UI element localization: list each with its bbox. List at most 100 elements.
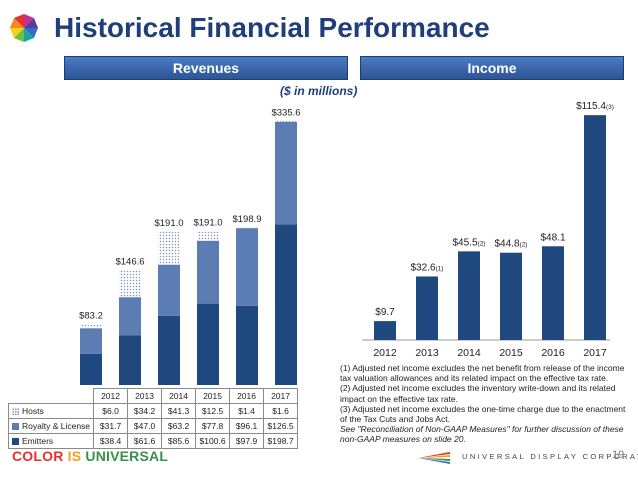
table-row: Hosts $6.0 $34.2 $41.3 $12.5 $1.4 $1.6 [7, 403, 299, 419]
income-year-label: 2017 [583, 347, 607, 359]
units-label: ($ in millions) [280, 84, 358, 98]
emitters-segment [119, 335, 141, 385]
table-cell: $198.7 [263, 433, 299, 449]
income-value-label: $9.7 [375, 307, 395, 318]
table-cell: $47.0 [127, 418, 163, 434]
table-cell: $100.6 [195, 433, 231, 449]
series-label: Hosts [22, 406, 44, 416]
hosts-segment [275, 120, 297, 122]
bar-total-label: $335.6 [271, 108, 300, 119]
table-cell: $41.3 [161, 403, 197, 419]
royalty-segment [158, 264, 180, 316]
bar-total-label: $198.9 [232, 214, 261, 225]
income-year-label: 2015 [499, 347, 523, 359]
table-cell: $1.4 [229, 403, 265, 419]
series-label: Royalty & License [22, 421, 91, 431]
emitters-segment [275, 224, 297, 385]
bar-total-label: $191.0 [154, 218, 183, 229]
bar-total-label: $146.6 [115, 257, 144, 268]
table-cell: $31.7 [93, 418, 129, 434]
hosts-segment [119, 269, 141, 298]
footnote-marker: (2) [520, 242, 528, 249]
table-year: 2013 [127, 388, 163, 404]
brand-tagline: COLOR IS UNIVERSAL [12, 448, 168, 464]
company-name: UNIVERSAL DISPLAY CORPORATION [462, 452, 638, 461]
footnote-marker: (3) [606, 104, 614, 111]
table-header-row: 2012 2013 2014 2015 2016 2017 [9, 388, 299, 404]
series-label: Emitters [22, 436, 54, 446]
table-cell: $77.8 [195, 418, 231, 434]
income-chart: $9.7 2012 $32.6(1) 2013 $45.5(2) 2014 $44.8(2)… [362, 101, 614, 359]
revenues-header: Revenues [64, 56, 348, 80]
table-cell: $61.6 [127, 433, 163, 449]
income-header: Income [360, 56, 624, 80]
revenues-chart: $83.2 $146.6 $191.0 $191.0 $198.9 $335.6 [79, 108, 301, 385]
footnote-4: See "Reconciliation of Non-GAAP Measures… [340, 424, 624, 445]
emitters-segment [80, 353, 102, 385]
footnote-marker: (2) [478, 240, 486, 247]
table-cell: $96.1 [229, 418, 265, 434]
hosts-segment [236, 226, 258, 229]
table-cell: $85.6 [161, 433, 197, 449]
brand-word: COLOR [12, 448, 64, 464]
hosts-swatch-icon [12, 408, 19, 415]
table-cell: $34.2 [127, 403, 163, 419]
table-row: Emitters $38.4 $61.6 $85.6 $100.6 $97.9 … [7, 433, 299, 449]
royalty-segment [197, 240, 219, 304]
footnotes: (1) Adjusted net income excludes the net… [340, 363, 630, 445]
income-bar [542, 246, 564, 340]
brand-word: IS [67, 448, 82, 464]
income-value-label: $115.4(3) [576, 101, 614, 112]
table-year: 2014 [161, 388, 197, 404]
emitters-swatch-icon [12, 438, 19, 445]
company-logo-icon [10, 14, 38, 42]
income-value-label: $48.1 [540, 232, 565, 243]
income-year-label: 2016 [541, 347, 565, 359]
table-cell: $63.2 [161, 418, 197, 434]
hosts-segment [158, 231, 180, 265]
page-number: 19 [612, 449, 625, 461]
income-year-label: 2012 [373, 347, 397, 359]
income-year-label: 2014 [457, 347, 481, 359]
income-bar [584, 115, 606, 340]
page-title: Historical Financial Performance [54, 12, 490, 43]
brand-word: UNIVERSAL [85, 448, 169, 464]
royalty-segment [119, 297, 141, 336]
table-row: Royalty & License $31.7 $47.0 $63.2 $77.… [7, 418, 299, 434]
royalty-segment [236, 228, 258, 306]
income-year-label: 2013 [415, 347, 439, 359]
table-cell: $97.9 [229, 433, 265, 449]
udc-logo-icon [418, 452, 450, 464]
emitters-segment [236, 305, 258, 385]
income-bar [374, 321, 396, 340]
income-value-label: $45.5(2) [453, 237, 486, 248]
income-bar [458, 251, 480, 340]
footnote-marker: (1) [436, 265, 444, 272]
royalty-segment [275, 121, 297, 225]
table-cell: $1.6 [263, 403, 299, 419]
footnote-2: (2) Adjusted net income excludes the inv… [340, 383, 616, 404]
emitters-segment [158, 315, 180, 385]
footnote-3: (3) Adjusted net income excludes the one… [340, 403, 626, 425]
table-cell: $38.4 [93, 433, 129, 449]
bar-total-label: $191.0 [193, 218, 222, 229]
royalty-swatch-icon [12, 423, 19, 430]
table-cell: $126.5 [263, 418, 299, 434]
footnote-1: (1) Adjusted net income excludes the net… [340, 363, 625, 384]
income-bar [500, 252, 522, 340]
bar-total-label: $83.2 [79, 310, 103, 321]
royalty-segment [80, 328, 102, 354]
emitters-segment [197, 303, 219, 385]
table-cell: $12.5 [195, 403, 231, 419]
table-year: 2017 [263, 388, 299, 404]
income-value-label: $44.8(2) [495, 239, 528, 250]
table-year: 2012 [93, 388, 129, 404]
hosts-segment [80, 323, 102, 329]
table-cell: $6.0 [93, 403, 129, 419]
revenue-table: 2012 2013 2014 2015 2016 2017 Hosts $6.0… [7, 388, 299, 449]
income-value-label: $32.6(1) [411, 262, 444, 273]
hosts-segment [197, 230, 219, 241]
table-year: 2016 [229, 388, 265, 404]
table-year: 2015 [195, 388, 231, 404]
